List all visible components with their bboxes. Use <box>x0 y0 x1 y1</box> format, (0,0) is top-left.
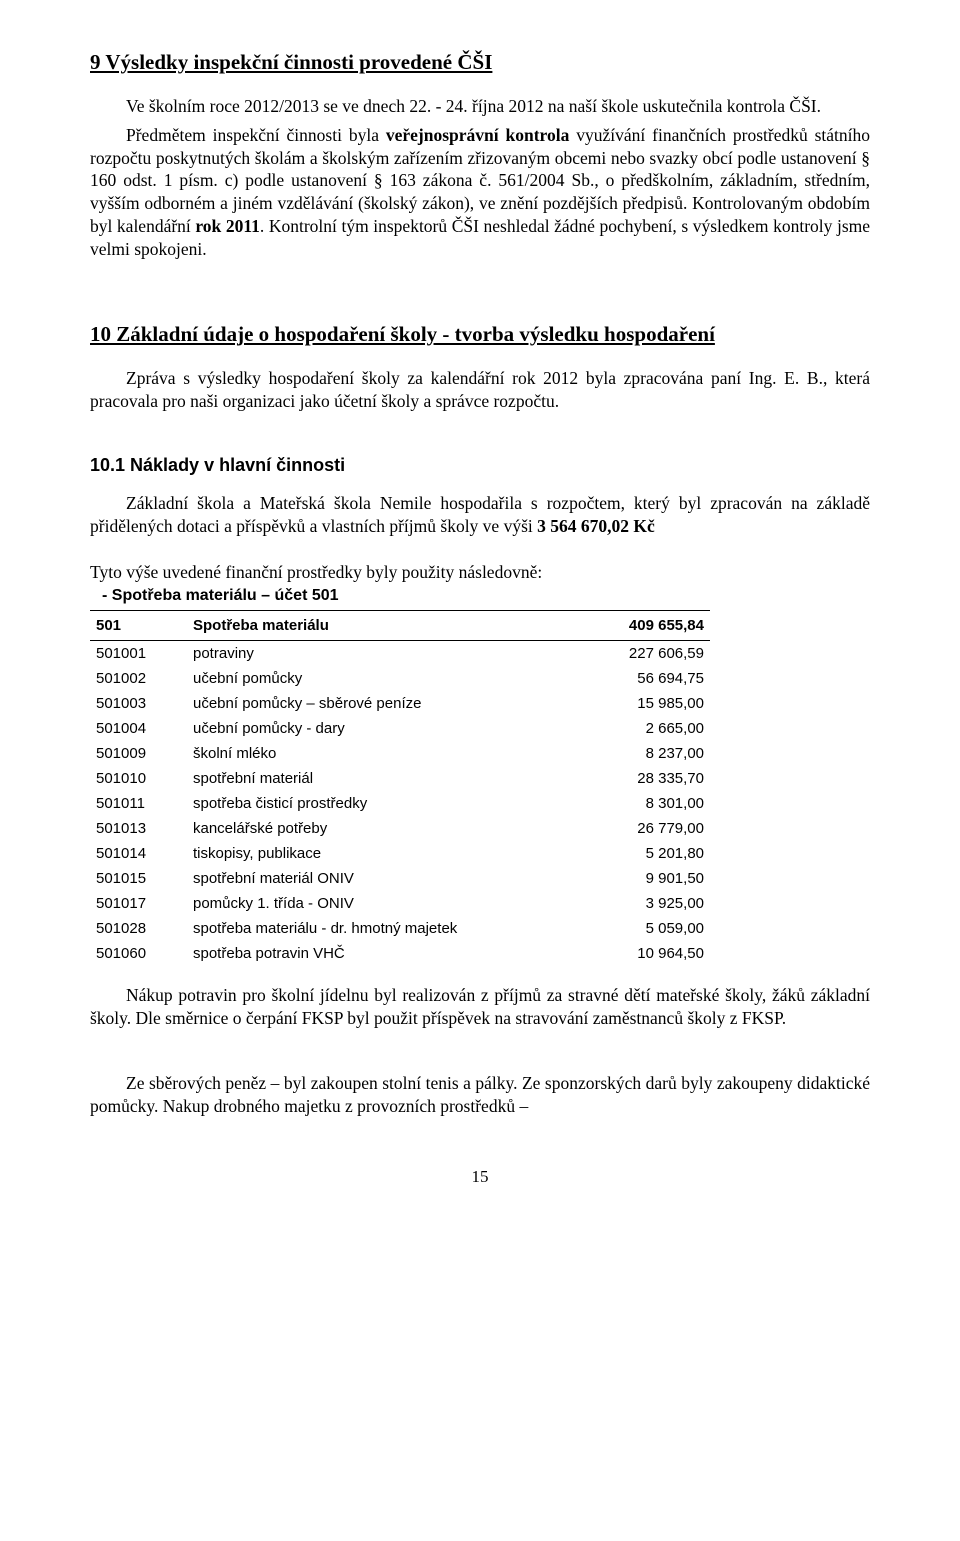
table-cell-code: 501060 <box>90 941 187 966</box>
table-cell-amount: 3 925,00 <box>578 891 710 916</box>
table-header-row: 501 Spotřeba materiálu 409 655,84 <box>90 611 710 641</box>
table-cell-amount: 227 606,59 <box>578 641 710 667</box>
table-cell-amount: 5 201,80 <box>578 841 710 866</box>
table-cell-amount: 28 335,70 <box>578 766 710 791</box>
cost-table-501: 501 Spotřeba materiálu 409 655,84 501001… <box>90 610 710 966</box>
table-cell-label: kancelářské potřeby <box>187 816 578 841</box>
table-cell-code: 501014 <box>90 841 187 866</box>
table-row: 501015spotřební materiál ONIV9 901,50 <box>90 866 710 891</box>
table-cell-code: 501010 <box>90 766 187 791</box>
table-cell-label: učební pomůcky – sběrové peníze <box>187 691 578 716</box>
section-10-1-p1-bold: 3 564 670,02 Kč <box>537 516 655 536</box>
table-cell-code: 501011 <box>90 791 187 816</box>
table-row: 501003učební pomůcky – sběrové peníze15 … <box>90 691 710 716</box>
table-cell-code: 501017 <box>90 891 187 916</box>
table-cell-code: 501028 <box>90 916 187 941</box>
table-row: 501017pomůcky 1. třída - ONIV3 925,00 <box>90 891 710 916</box>
list-intro: Tyto výše uvedené finanční prostředky by… <box>90 561 870 585</box>
table-row: 501009školní mléko8 237,00 <box>90 741 710 766</box>
table-row: 501001potraviny227 606,59 <box>90 641 710 667</box>
section-10-1-para-1: Základní škola a Mateřská škola Nemile h… <box>90 492 870 538</box>
table-cell-label: potraviny <box>187 641 578 667</box>
table-cell-label: spotřební materiál <box>187 766 578 791</box>
table-cell-code: 501015 <box>90 866 187 891</box>
table-cell-amount: 56 694,75 <box>578 666 710 691</box>
section-9-p2-bold2: rok 2011 <box>195 216 260 236</box>
table-cell-amount: 5 059,00 <box>578 916 710 941</box>
dash-item-501: - Spotřeba materiálu – účet 501 <box>102 585 870 607</box>
section-9-para-2: Předmětem inspekční činnosti byla veřejn… <box>90 124 870 261</box>
table-cell-label: tiskopisy, publikace <box>187 841 578 866</box>
section-9-para-1: Ve školním roce 2012/2013 se ve dnech 22… <box>90 95 870 118</box>
document-page: 9 Výsledky inspekční činnosti provedené … <box>0 0 960 1237</box>
table-header-amount: 409 655,84 <box>578 611 710 641</box>
table-row: 501010spotřební materiál28 335,70 <box>90 766 710 791</box>
table-cell-code: 501004 <box>90 716 187 741</box>
section-10-1-title: 10.1 Náklady v hlavní činnosti <box>90 455 870 476</box>
table-row: 501013kancelářské potřeby26 779,00 <box>90 816 710 841</box>
table-cell-code: 501002 <box>90 666 187 691</box>
table-cell-label: spotřeba potravin VHČ <box>187 941 578 966</box>
table-row: 501004učební pomůcky - dary2 665,00 <box>90 716 710 741</box>
table-row: 501011spotřeba čisticí prostředky8 301,0… <box>90 791 710 816</box>
table-row: 501002učební pomůcky56 694,75 <box>90 666 710 691</box>
table-header-label: Spotřeba materiálu <box>187 611 578 641</box>
table-cell-label: spotřeba čisticí prostředky <box>187 791 578 816</box>
table-cell-label: učební pomůcky - dary <box>187 716 578 741</box>
section-9-p2-a: Předmětem inspekční činnosti byla <box>126 125 386 145</box>
table-cell-code: 501009 <box>90 741 187 766</box>
section-9-title: 9 Výsledky inspekční činnosti provedené … <box>90 50 870 75</box>
table-cell-amount: 15 985,00 <box>578 691 710 716</box>
table-row: 501014tiskopisy, publikace5 201,80 <box>90 841 710 866</box>
table-cell-amount: 10 964,50 <box>578 941 710 966</box>
table-cell-amount: 8 301,00 <box>578 791 710 816</box>
table-header-code: 501 <box>90 611 187 641</box>
table-cell-label: spotřeba materiálu - dr. hmotný majetek <box>187 916 578 941</box>
table-cell-amount: 9 901,50 <box>578 866 710 891</box>
table-cell-label: pomůcky 1. třída - ONIV <box>187 891 578 916</box>
section-9-p2-bold1: veřejnosprávní kontrola <box>386 125 570 145</box>
section-10-para-1: Zpráva s výsledky hospodaření školy za k… <box>90 367 870 413</box>
table-cell-code: 501013 <box>90 816 187 841</box>
table-cell-label: učební pomůcky <box>187 666 578 691</box>
table-row: 501060spotřeba potravin VHČ10 964,50 <box>90 941 710 966</box>
table-cell-amount: 26 779,00 <box>578 816 710 841</box>
section-10-1-p1-a: Základní škola a Mateřská škola Nemile h… <box>90 493 870 536</box>
table-cell-amount: 8 237,00 <box>578 741 710 766</box>
table-cell-code: 501003 <box>90 691 187 716</box>
page-number: 15 <box>90 1167 870 1187</box>
table-cell-label: spotřební materiál ONIV <box>187 866 578 891</box>
table-cell-amount: 2 665,00 <box>578 716 710 741</box>
table-cell-code: 501001 <box>90 641 187 667</box>
section-10-title: 10 Základní údaje o hospodaření školy - … <box>90 322 870 347</box>
after-table-p2: Ze sběrových peněz – byl zakoupen stolní… <box>90 1072 870 1118</box>
after-table-p1: Nákup potravin pro školní jídelnu byl re… <box>90 984 870 1030</box>
table-row: 501028spotřeba materiálu - dr. hmotný ma… <box>90 916 710 941</box>
table-cell-label: školní mléko <box>187 741 578 766</box>
